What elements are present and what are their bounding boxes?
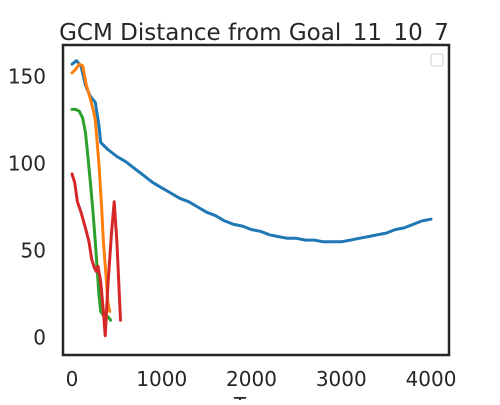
series-line-1 (70, 59, 433, 244)
x-axis-label: T (233, 393, 247, 400)
x-tick-label: 4000 (406, 367, 457, 391)
legend-box (430, 53, 444, 67)
x-tick-label: 1000 (136, 367, 187, 391)
y-tick-label: 0 (33, 326, 46, 350)
plot-frame (61, 43, 451, 357)
chart-title: GCM Distance from Goal_11_10_7 (59, 20, 449, 46)
series-line-4 (70, 172, 122, 338)
y-tick-label: 50 (21, 239, 46, 263)
ticks-layer: 0 1000 2000 3000 4000 0 50 100 150 (8, 64, 457, 391)
series-line-2 (70, 62, 112, 313)
x-tick-label: 0 (66, 367, 79, 391)
series-layer (70, 59, 433, 338)
x-tick-label: 3000 (316, 367, 367, 391)
y-tick-label: 100 (8, 151, 46, 175)
x-tick-label: 2000 (226, 367, 277, 391)
series-line-3 (70, 107, 113, 322)
y-tick-label: 150 (8, 64, 46, 88)
